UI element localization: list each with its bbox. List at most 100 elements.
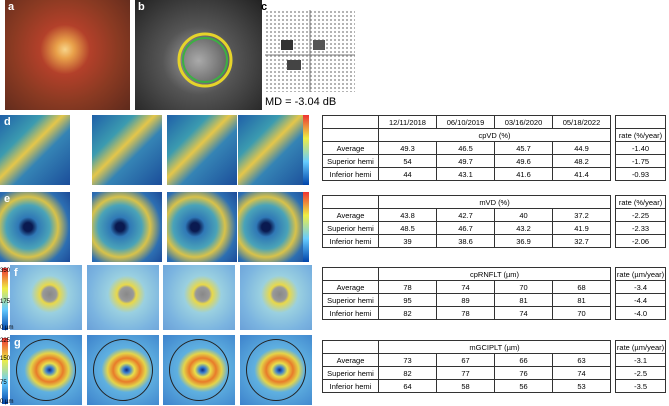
value-cell: 43.2 [494, 221, 553, 235]
value-cell: 43.8 [378, 208, 437, 222]
oct-image [87, 335, 159, 405]
value-cell: 67 [436, 353, 495, 367]
value-cell: 39 [378, 234, 437, 248]
panel-label: a [8, 1, 15, 13]
row-label: Inferior hemi [322, 234, 379, 248]
header-row: 12/11/2018 06/10/2019 03/16/2020 05/18/2022 [322, 115, 666, 129]
empty-cell [322, 115, 379, 129]
value-cell: 78 [378, 280, 437, 294]
oct-image [87, 265, 159, 330]
fundus-photo [5, 0, 130, 110]
panel-label: e [4, 193, 11, 205]
data-table: 12/11/2018 06/10/2019 03/16/2020 05/18/2022… [322, 115, 666, 181]
value-cell: 38.6 [436, 234, 495, 248]
octa-image [135, 0, 262, 110]
oct-image [10, 335, 82, 405]
value-cell: 46.5 [436, 141, 495, 155]
vf-overlay [265, 10, 355, 92]
data-row: Superior hemi 48.5 46.7 43.2 41.9 -2.33 [322, 221, 667, 235]
row-label: Inferior hemi [322, 379, 379, 393]
value-cell: 81 [494, 293, 553, 307]
data-row: Average 43.8 42.7 40 37.2 -2.25 [322, 208, 667, 222]
value-cell: 74 [551, 366, 612, 380]
value-cell: 36.9 [494, 234, 553, 248]
data-row: Inferior hemi 39 38.6 36.9 32.7 -2.06 [322, 234, 667, 248]
colorbar [303, 115, 309, 185]
data-row: Average 49.3 46.5 45.7 44.9 -1.40 [322, 141, 666, 155]
value-cell: 42.7 [436, 208, 495, 222]
title-row: mGCIPLT (µm) rate (µm/year) [322, 340, 667, 354]
colorbar-tick: 0 µm [0, 325, 14, 331]
rate-header: rate (µm/year) [615, 340, 667, 354]
value-cell: 63 [551, 353, 612, 367]
value-cell: 78 [436, 306, 495, 320]
value-cell: 45.7 [494, 141, 553, 155]
data-row: Average 78 74 70 68 -3.4 [322, 280, 667, 294]
ellipse-outline [246, 339, 306, 401]
panel-label: c [261, 1, 268, 13]
rate-cell: -4.4 [615, 293, 667, 307]
oct-image [240, 335, 312, 405]
value-cell: 32.7 [551, 234, 612, 248]
value-cell: 41.9 [551, 221, 612, 235]
data-table: mGCIPLT (µm) rate (µm/year) Average 73 67 66 6… [322, 340, 667, 393]
value-cell: 44 [378, 167, 437, 181]
panel-label: f [14, 267, 18, 279]
ring [177, 32, 233, 88]
value-cell: 74 [436, 280, 495, 294]
value-cell: 49.6 [494, 154, 553, 168]
colorbar-tick: 350 [0, 268, 11, 274]
value-cell: 41.4 [552, 167, 611, 181]
value-cell: 70 [551, 306, 612, 320]
value-cell: 76 [494, 366, 553, 380]
empty-cell [322, 128, 379, 142]
colorbar [2, 338, 8, 404]
colorbar [2, 268, 8, 330]
value-cell: 40 [494, 208, 553, 222]
row-label: Inferior hemi [322, 167, 379, 181]
oct-image [92, 192, 162, 262]
title-row: cpRNFLT (µm) rate (µm/year) [322, 267, 667, 281]
rate-cell: -2.33 [615, 221, 667, 235]
title-row: cpVD (%) rate (%/year) [322, 128, 666, 142]
row-label: Average [322, 141, 379, 155]
value-cell: 73 [378, 353, 437, 367]
rate-cell: -3.1 [615, 353, 667, 367]
value-cell: 95 [378, 293, 437, 307]
colorbar-tick: 0 µm [0, 399, 14, 405]
panel-label: b [138, 1, 145, 13]
row-label: Inferior hemi [322, 306, 379, 320]
oct-image [163, 265, 235, 330]
empty-cell [322, 340, 379, 354]
rate-cell: -3.5 [615, 379, 667, 393]
value-cell: 49.3 [378, 141, 437, 155]
data-row: Inferior hemi 44 43.1 41.6 41.4 -0.93 [322, 167, 666, 181]
value-cell: 37.2 [551, 208, 612, 222]
value-cell: 56 [494, 379, 553, 393]
oct-image [92, 115, 162, 185]
oct-image [163, 335, 235, 405]
rate-cell: -4.0 [615, 306, 667, 320]
oct-image [240, 265, 312, 330]
colorbar [303, 192, 309, 262]
oct-image [238, 192, 308, 262]
panel-label: g [14, 337, 21, 349]
value-cell: 58 [436, 379, 495, 393]
colorbar-tick: 150 [0, 356, 11, 362]
visual-field [265, 10, 355, 92]
colorbar-tick: 225 [0, 338, 11, 344]
value-cell: 82 [378, 366, 437, 380]
rate-cell: -2.25 [615, 208, 667, 222]
data-table: mVD (%) rate (%/year) Average 43.8 42.7 40 37.… [322, 195, 667, 248]
row-label: Average [322, 353, 379, 367]
oct-image [0, 115, 70, 185]
value-cell: 89 [436, 293, 495, 307]
value-cell: 41.6 [494, 167, 553, 181]
oct-image [0, 192, 70, 262]
ellipse-outline [16, 339, 76, 401]
table-title: cpVD (%) [378, 128, 611, 142]
value-cell: 82 [378, 306, 437, 320]
data-row: Inferior hemi 64 58 56 53 -3.5 [322, 379, 667, 393]
rate-cell: -2.06 [615, 234, 667, 248]
